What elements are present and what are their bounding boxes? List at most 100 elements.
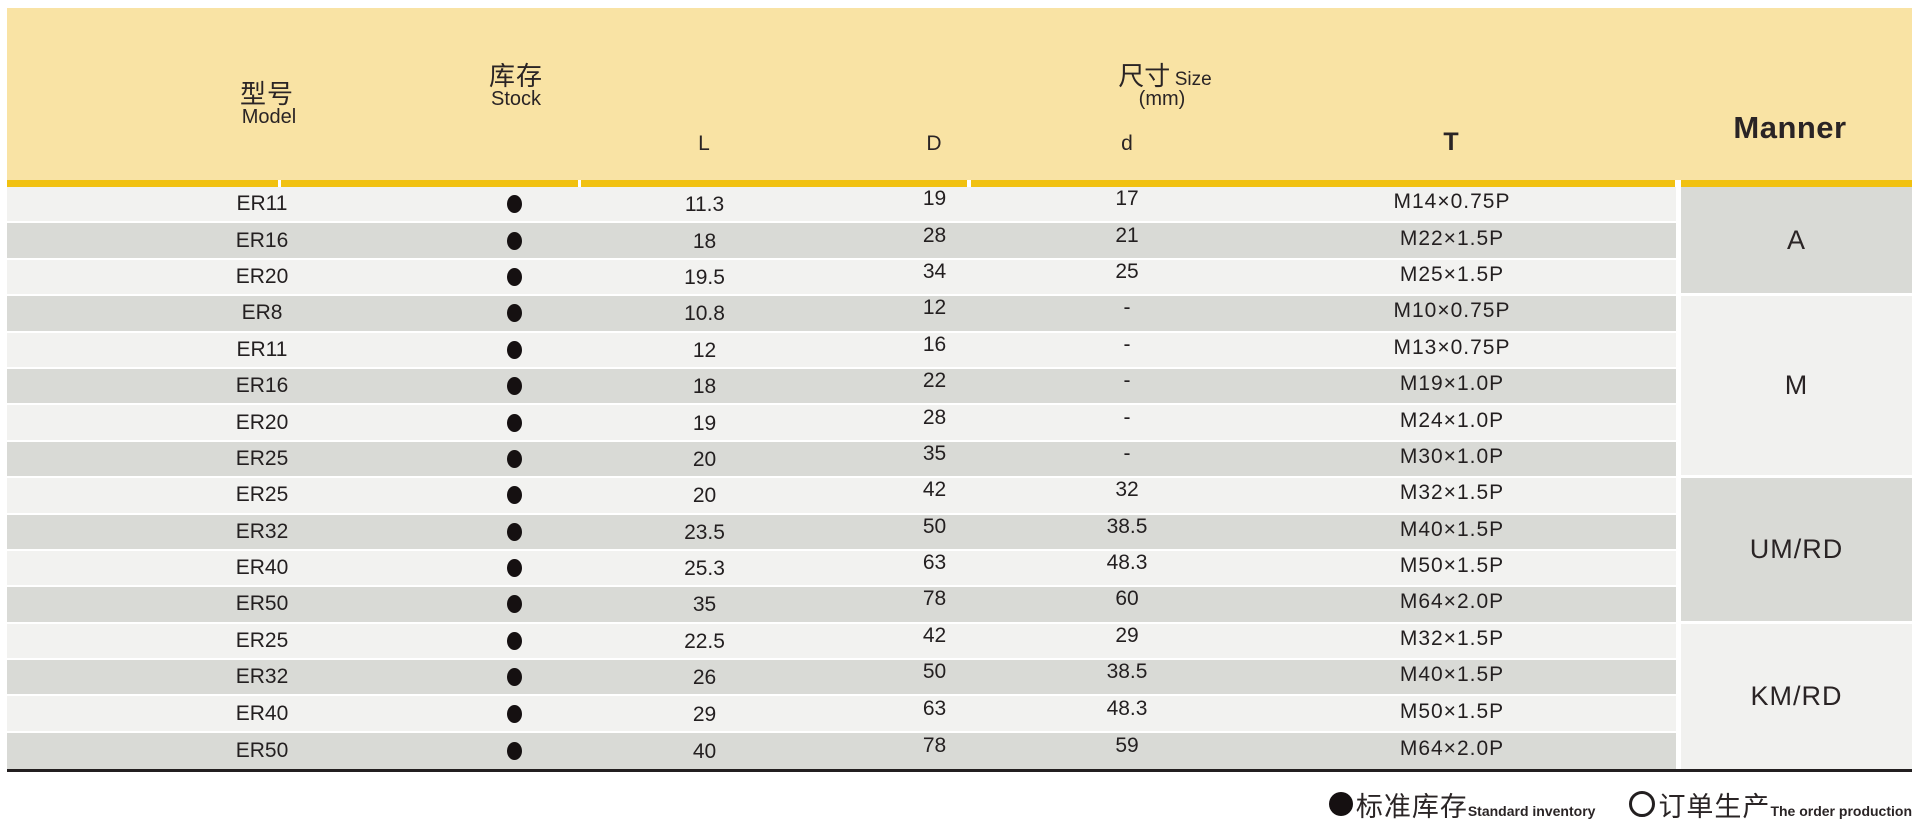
row-L: 11.3 xyxy=(684,193,725,217)
row-d: - xyxy=(1123,369,1131,393)
row-D: 35 xyxy=(922,441,947,465)
row-d: - xyxy=(1123,332,1131,356)
row-D: 63 xyxy=(922,696,947,720)
manner-group-label: M xyxy=(1784,370,1809,401)
stock-filled-dot-icon xyxy=(507,195,522,214)
table-row: ER8 10.8 12 - M10×0.75P xyxy=(7,296,1676,333)
row-d: 60 xyxy=(1115,587,1139,611)
stock-filled-dot-icon xyxy=(507,231,522,250)
legend-order-cn: 订单生产 xyxy=(1658,791,1771,822)
row-d: 48.3 xyxy=(1106,696,1148,720)
table-bottom-rule xyxy=(7,769,1912,772)
row-T: M64×2.0P xyxy=(1399,737,1505,761)
row-stock xyxy=(427,405,602,439)
row-D: 63 xyxy=(922,551,947,575)
row-T: M10×0.75P xyxy=(1393,299,1511,323)
row-stock xyxy=(427,369,602,403)
row-D: 78 xyxy=(922,587,947,611)
table-row: ER16 18 22 - M19×1.0P xyxy=(7,368,1676,406)
row-L: 20 xyxy=(692,484,717,508)
gold-rule-gap xyxy=(967,180,971,187)
table-row: ER25 20 35 - M30×1.0P xyxy=(7,441,1676,479)
row-stock xyxy=(427,551,602,585)
stock-filled-dot-icon xyxy=(507,522,522,541)
row-stock xyxy=(427,696,602,730)
row-model: ER16 xyxy=(235,228,289,252)
manner-group-label: UM/RD xyxy=(1749,533,1844,564)
row-d: - xyxy=(1123,441,1131,465)
row-L: 25.3 xyxy=(684,557,725,581)
row-model: ER8 xyxy=(241,301,283,325)
header-col-D: D xyxy=(926,132,942,155)
table-row: ER40 25.3 63 48.3 M50×1.5P xyxy=(7,550,1676,588)
table-row: ER11 12 16 - M13×0.75P xyxy=(7,332,1676,369)
header-size-unit: (mm) xyxy=(1138,88,1186,110)
row-T: M50×1.5P xyxy=(1399,554,1505,578)
row-model: ER11 xyxy=(236,192,288,216)
row-d: 38.5 xyxy=(1106,514,1148,538)
stock-filled-dot-icon xyxy=(507,595,522,614)
row-model: ER32 xyxy=(235,665,289,689)
row-L: 35 xyxy=(692,593,717,617)
row-D: 50 xyxy=(922,514,947,538)
stock-filled-dot-icon xyxy=(507,704,522,723)
table-header: 型号 Model 库存 Stock 尺寸 Size (mm) L D d T M… xyxy=(7,8,1912,180)
row-stock xyxy=(427,442,602,476)
stock-filled-dot-icon xyxy=(507,631,522,650)
row-stock xyxy=(427,515,602,549)
row-D: 42 xyxy=(922,478,947,502)
header-stock-en: Stock xyxy=(490,88,542,110)
manner-group-km-rd: KM/RD xyxy=(1681,623,1912,769)
row-stock xyxy=(427,187,602,221)
header-stock-cn: 库存 xyxy=(488,61,544,91)
table-row: ER20 19 28 - M24×1.0P xyxy=(7,405,1676,442)
row-model: ER25 xyxy=(235,483,289,507)
table-row: ER32 23.5 50 38.5 M40×1.5P xyxy=(7,514,1676,551)
stock-filled-dot-icon xyxy=(507,267,522,286)
gold-rule xyxy=(7,180,1912,187)
row-stock xyxy=(427,587,602,621)
row-d: 48.3 xyxy=(1106,551,1148,575)
row-model: ER11 xyxy=(236,337,288,361)
row-T: M24×1.0P xyxy=(1399,408,1505,432)
gold-rule-gap xyxy=(578,180,581,187)
row-L: 26 xyxy=(692,666,717,690)
table-row: ER25 20 42 32 M32×1.5P xyxy=(7,478,1676,515)
row-T: M14×0.75P xyxy=(1393,190,1511,214)
table-row: ER16 18 28 21 M22×1.5P xyxy=(7,223,1676,260)
stock-filled-dot-icon xyxy=(507,377,522,396)
manner-group-a: A xyxy=(1681,187,1912,294)
row-d: - xyxy=(1123,405,1131,429)
row-model: ER40 xyxy=(235,556,289,580)
row-T: M64×2.0P xyxy=(1399,590,1505,614)
row-model: ER16 xyxy=(235,374,289,398)
manner-group-m: M xyxy=(1681,296,1912,476)
table-row: ER50 40 78 59 M64×2.0P xyxy=(7,732,1676,770)
row-d: 59 xyxy=(1115,734,1139,758)
row-L: 12 xyxy=(692,338,717,362)
row-d: - xyxy=(1123,296,1131,320)
header-model-cn: 型号 xyxy=(239,79,295,109)
row-D: 28 xyxy=(922,405,947,429)
row-L: 40 xyxy=(692,740,717,764)
row-D: 19 xyxy=(922,187,947,211)
row-stock xyxy=(427,333,602,367)
row-D: 16 xyxy=(922,332,947,356)
row-T: M13×0.75P xyxy=(1393,335,1511,359)
gold-rule-gap xyxy=(1675,180,1681,187)
legend-standard-en: Standard inventory xyxy=(1467,803,1596,819)
row-T: M22×1.5P xyxy=(1399,226,1505,250)
stock-filled-dot-icon xyxy=(507,486,522,505)
stock-filled-dot-icon xyxy=(507,449,522,468)
row-d: 32 xyxy=(1115,478,1139,502)
row-L: 18 xyxy=(692,229,717,253)
row-T: M40×1.5P xyxy=(1399,663,1505,687)
row-D: 28 xyxy=(922,223,947,247)
header-size-cn: 尺寸 xyxy=(1118,61,1171,91)
row-D: 12 xyxy=(922,296,947,320)
row-stock xyxy=(427,296,602,330)
header-col-d: d xyxy=(1121,132,1133,155)
row-model: ER20 xyxy=(235,264,289,288)
row-L: 19 xyxy=(692,411,717,435)
